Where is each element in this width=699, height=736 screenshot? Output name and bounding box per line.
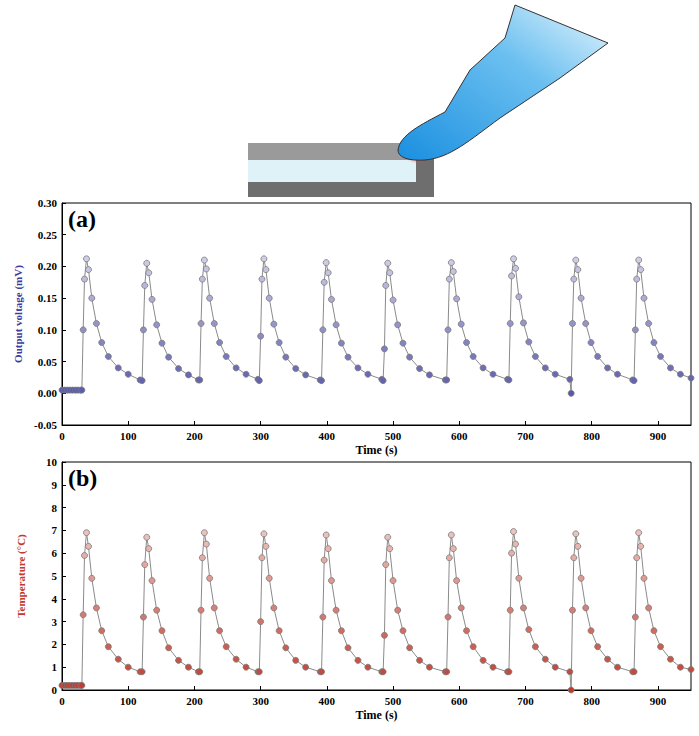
svg-text:0.05: 0.05 <box>38 356 58 368</box>
svg-text:900: 900 <box>650 430 667 442</box>
svg-text:1: 1 <box>52 661 58 673</box>
svg-text:0.15: 0.15 <box>38 292 58 304</box>
svg-text:7: 7 <box>52 524 58 536</box>
svg-text:Time (s): Time (s) <box>355 708 397 722</box>
svg-text:800: 800 <box>583 695 600 707</box>
svg-text:0.20: 0.20 <box>38 260 58 272</box>
svg-text:Output voltage (mV): Output voltage (mV) <box>12 265 25 363</box>
svg-text:700: 700 <box>517 695 534 707</box>
svg-text:9: 9 <box>52 479 58 491</box>
svg-text:(a): (a) <box>68 206 96 232</box>
svg-text:8: 8 <box>52 502 58 514</box>
svg-text:300: 300 <box>252 695 269 707</box>
svg-text:800: 800 <box>583 430 600 442</box>
svg-text:0: 0 <box>59 695 65 707</box>
svg-text:6: 6 <box>52 547 58 559</box>
svg-text:0.10: 0.10 <box>38 324 58 336</box>
svg-text:0: 0 <box>52 684 58 696</box>
svg-text:0: 0 <box>59 430 65 442</box>
svg-text:3: 3 <box>52 616 58 628</box>
svg-text:500: 500 <box>385 430 402 442</box>
svg-text:10: 10 <box>46 456 58 468</box>
svg-text:100: 100 <box>120 430 137 442</box>
svg-text:500: 500 <box>385 695 402 707</box>
svg-text:900: 900 <box>650 695 667 707</box>
svg-text:Temperature (°C): Temperature (°C) <box>15 534 28 618</box>
svg-text:600: 600 <box>451 430 468 442</box>
svg-text:Time (s): Time (s) <box>355 443 397 457</box>
svg-text:5: 5 <box>52 570 58 582</box>
svg-text:200: 200 <box>186 430 203 442</box>
svg-text:100: 100 <box>120 695 137 707</box>
svg-text:(b): (b) <box>68 465 97 491</box>
svg-text:-0.05: -0.05 <box>34 419 57 431</box>
svg-text:400: 400 <box>319 695 336 707</box>
svg-text:0.25: 0.25 <box>38 229 58 241</box>
svg-text:200: 200 <box>186 695 203 707</box>
svg-text:0.00: 0.00 <box>38 387 58 399</box>
svg-text:700: 700 <box>517 430 534 442</box>
svg-text:300: 300 <box>252 430 269 442</box>
svg-text:2: 2 <box>52 638 58 650</box>
svg-text:4: 4 <box>52 593 58 605</box>
svg-text:600: 600 <box>451 695 468 707</box>
svg-text:400: 400 <box>319 430 336 442</box>
svg-text:0.30: 0.30 <box>38 197 58 209</box>
